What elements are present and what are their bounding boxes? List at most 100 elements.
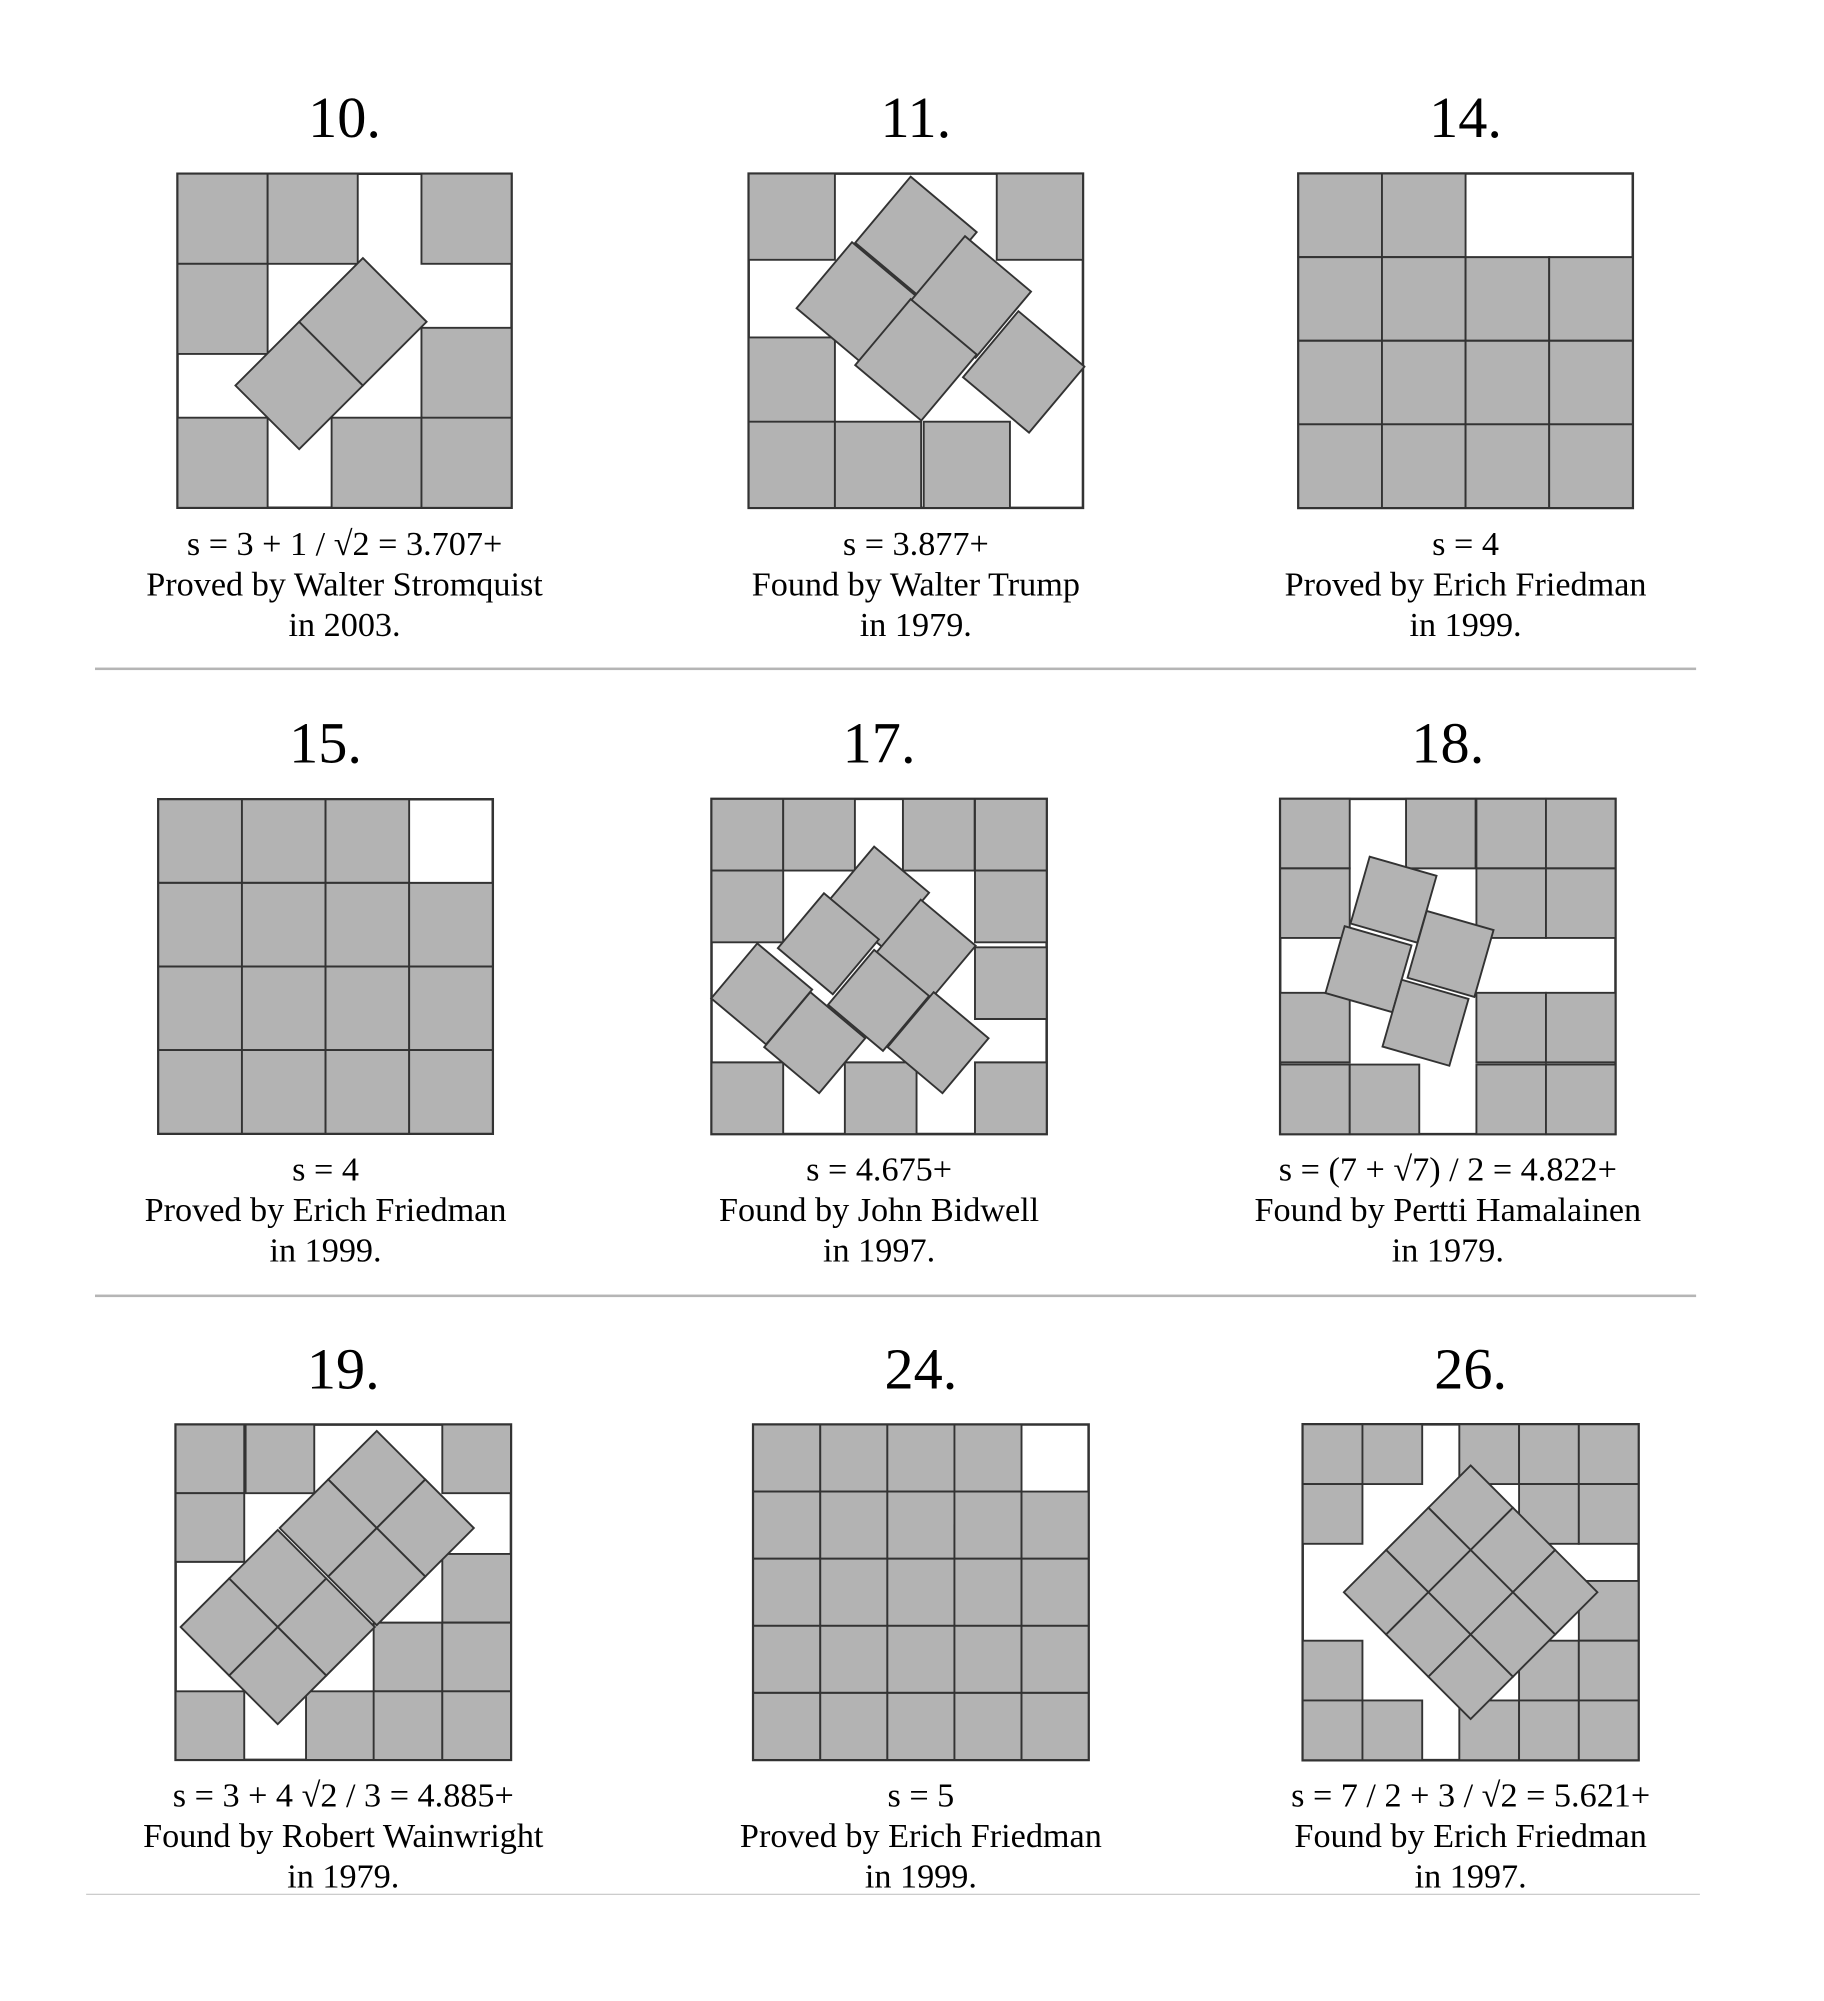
packing-number: 26. [1434, 1336, 1508, 1401]
unit-square [954, 1492, 1021, 1559]
tilted-unit-square [1408, 911, 1494, 997]
side-length: s = 3 + 1 / √2 = 3.707+ [186, 524, 503, 563]
unit-square [1579, 1641, 1639, 1701]
unit-square [1362, 1424, 1422, 1484]
packing-number: 11. [880, 84, 952, 150]
unit-square [753, 1492, 820, 1559]
unit-square [1546, 799, 1616, 869]
unit-square [409, 883, 493, 967]
unit-square [749, 174, 835, 260]
unit-square [1579, 1700, 1639, 1760]
unit-square [326, 1050, 410, 1134]
unit-square [421, 174, 511, 264]
separator [95, 667, 1697, 671]
credit: Found by Erich Friedman [1294, 1816, 1647, 1855]
unit-square [326, 883, 410, 967]
unit-square [820, 1425, 887, 1492]
unit-square [1298, 174, 1382, 258]
unit-square [1303, 1484, 1363, 1544]
unit-square [1280, 1065, 1350, 1135]
side-length: s = 4.675+ [806, 1150, 953, 1189]
packing-diagram [1278, 797, 1617, 1136]
side-length: s = (7 + √7) / 2 = 4.822+ [1278, 1150, 1617, 1189]
tilted-unit-square [328, 1528, 425, 1625]
unit-square [1362, 1700, 1422, 1760]
packing-number: 15. [289, 710, 362, 776]
unit-square [753, 1626, 820, 1693]
side-length: s = 7 / 2 + 3 / √2 = 5.621+ [1291, 1775, 1651, 1814]
packing-number: 17. [842, 710, 916, 776]
unit-square [924, 422, 1010, 508]
packing-diagram [174, 1423, 513, 1762]
packing-18: 18. s = (7 + √7) / 2 = 4.822+ Found by P… [1220, 710, 1676, 1271]
side-length: s = 3.877+ [842, 524, 989, 563]
unit-square [887, 1693, 954, 1760]
unit-square [749, 422, 835, 508]
unit-square [753, 1425, 820, 1492]
packing-14: 14. s = 4 Proved by Erich Friedman in 19… [1238, 86, 1694, 645]
unit-square [975, 799, 1047, 871]
unit-square [820, 1693, 887, 1760]
packing-10: 10. s = 3 + 1 / √2 = 3.707+ Proved by Wa… [117, 86, 573, 645]
unit-square [442, 1623, 511, 1692]
credit: Found by John Bidwell [718, 1190, 1040, 1229]
tilted-unit-square [888, 992, 989, 1093]
tilted-unit-square [778, 893, 879, 994]
side-length: s = 4 [1432, 524, 1499, 563]
year: in 1979. [287, 1856, 400, 1895]
separator [95, 1294, 1697, 1298]
unit-square [326, 799, 410, 883]
bottom-border [86, 1893, 1700, 1895]
unit-square [1298, 257, 1382, 341]
tilted-unit-square [963, 311, 1084, 432]
tilted-unit-square [1428, 1634, 1513, 1719]
unit-square [442, 1554, 511, 1623]
credit: Proved by Walter Stromquist [146, 564, 543, 603]
unit-square [1280, 868, 1350, 938]
unit-square [783, 799, 855, 871]
unit-square [242, 883, 326, 967]
unit-square [178, 264, 268, 354]
tilted-unit-square [1325, 926, 1411, 1012]
unit-square [176, 1425, 245, 1494]
unit-square [1579, 1424, 1639, 1484]
unit-square [268, 174, 358, 264]
packing-19: 19. s = 3 + 4 √2 / 3 = 4.885+ Found by R… [115, 1337, 571, 1897]
unit-square [820, 1492, 887, 1559]
unit-square [442, 1425, 511, 1494]
unit-square [887, 1559, 954, 1626]
unit-square [1022, 1693, 1089, 1760]
unit-square [1022, 1626, 1089, 1693]
unit-square [954, 1559, 1021, 1626]
unit-square [1382, 424, 1466, 508]
unit-square [1382, 174, 1466, 258]
unit-square [158, 799, 242, 883]
credit: Found by Robert Wainwright [143, 1816, 544, 1855]
packing-diagram [175, 171, 514, 510]
unit-square [1303, 1424, 1363, 1484]
unit-square [820, 1559, 887, 1626]
unit-square [1350, 1065, 1420, 1135]
packing-diagram [746, 171, 1085, 510]
year: in 1997. [1414, 1856, 1527, 1895]
packing-number: 10. [308, 84, 381, 150]
unit-square [1382, 341, 1466, 425]
year: in 1997. [823, 1231, 936, 1270]
tilted-unit-square [1383, 980, 1469, 1066]
unit-square [712, 1062, 784, 1134]
packing-diagram [709, 797, 1048, 1136]
unit-square [421, 418, 511, 508]
unit-square [242, 966, 326, 1050]
packing-11: 11. s = 3.877+ Found by Walter Trump in … [688, 86, 1144, 645]
unit-square [246, 1425, 315, 1494]
unit-square [1303, 1700, 1363, 1760]
tilted-unit-square [299, 258, 426, 385]
unit-square [1579, 1484, 1639, 1544]
unit-square [332, 418, 422, 508]
unit-square [712, 871, 784, 943]
packing-number: 18. [1411, 710, 1485, 776]
unit-square [887, 1626, 954, 1693]
unit-square [409, 1050, 493, 1134]
credit: Proved by Erich Friedman [1284, 564, 1647, 603]
